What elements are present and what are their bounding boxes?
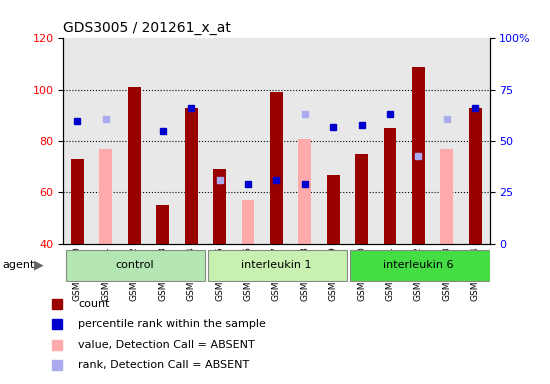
Bar xyxy=(270,92,283,244)
Text: interleukin 6: interleukin 6 xyxy=(383,260,454,270)
Bar xyxy=(412,67,425,244)
Bar xyxy=(156,205,169,244)
Bar xyxy=(350,250,490,280)
Bar xyxy=(208,250,348,280)
Text: ▶: ▶ xyxy=(34,258,44,271)
Bar xyxy=(100,149,112,244)
Bar xyxy=(355,154,368,244)
Text: agent: agent xyxy=(3,260,35,270)
Bar xyxy=(66,250,205,280)
Bar xyxy=(185,108,197,244)
Bar xyxy=(327,174,339,244)
Bar xyxy=(128,87,141,244)
Bar xyxy=(441,149,453,244)
Text: control: control xyxy=(115,260,153,270)
Text: count: count xyxy=(79,299,110,309)
Bar xyxy=(213,169,226,244)
Text: percentile rank within the sample: percentile rank within the sample xyxy=(79,319,266,329)
Bar xyxy=(71,159,84,244)
Bar xyxy=(469,108,482,244)
Text: GDS3005 / 201261_x_at: GDS3005 / 201261_x_at xyxy=(63,21,231,35)
Text: interleukin 1: interleukin 1 xyxy=(241,260,312,270)
Bar xyxy=(299,139,311,244)
Text: rank, Detection Call = ABSENT: rank, Detection Call = ABSENT xyxy=(79,360,250,370)
Text: value, Detection Call = ABSENT: value, Detection Call = ABSENT xyxy=(79,340,255,350)
Bar xyxy=(384,128,397,244)
Bar xyxy=(241,200,254,244)
